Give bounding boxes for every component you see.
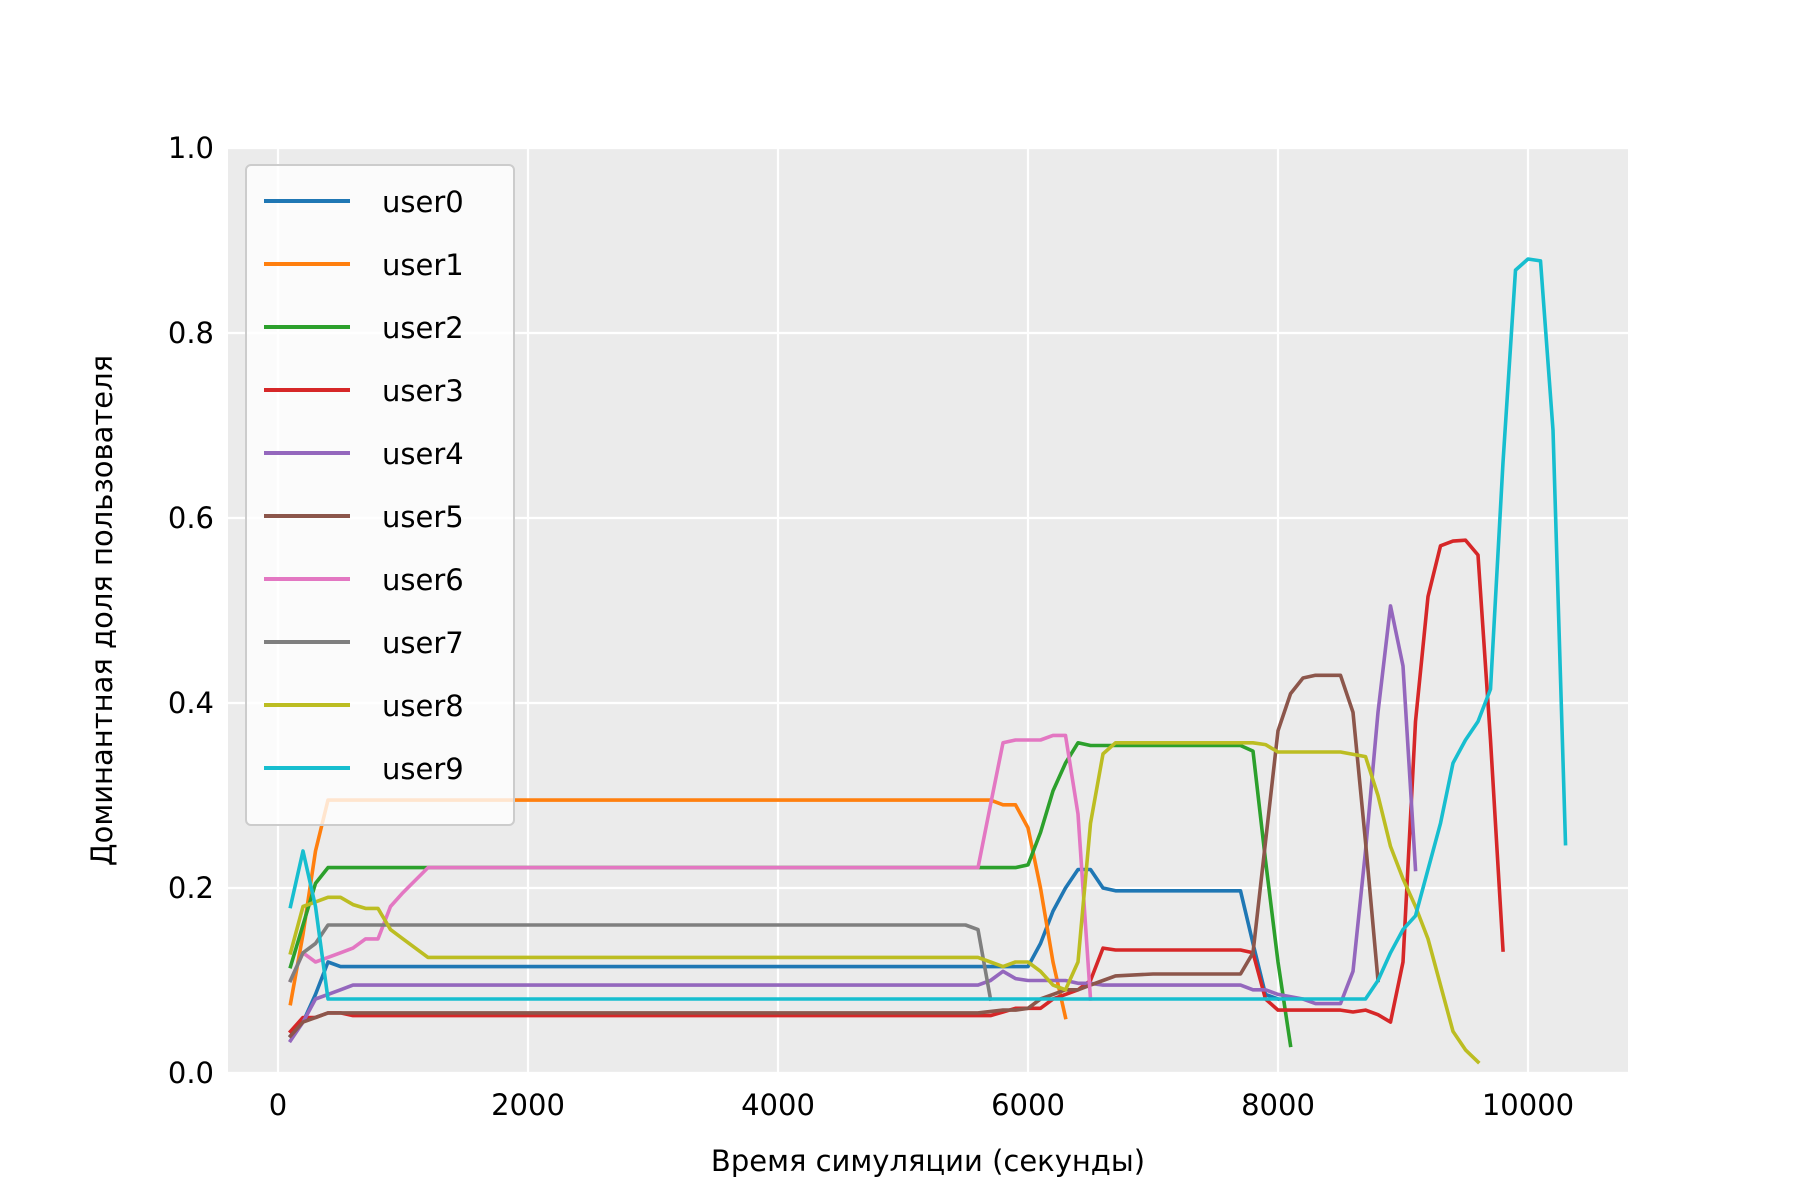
series-line-user3 (287, 538, 1505, 1034)
series-line-user0 (287, 867, 1281, 1039)
legend-label-user3: user3 (382, 374, 464, 408)
y-axis-title: Доминантная доля пользователя (85, 355, 119, 866)
series-line-user5 (287, 673, 1380, 1039)
x-tick-label: 8000 (1241, 1088, 1315, 1122)
series-line-user7 (288, 923, 993, 1002)
series-layer (287, 257, 1568, 1065)
series-line-user2 (288, 740, 1293, 1048)
x-tick-label: 6000 (991, 1088, 1065, 1122)
y-tick-label: 0.6 (168, 501, 214, 535)
x-tick-label: 4000 (741, 1088, 815, 1122)
x-tick-label: 2000 (491, 1088, 565, 1122)
legend-label-user2: user2 (382, 311, 464, 345)
y-axis: 0.0 0.2 0.4 0.6 0.8 1.0 (168, 131, 214, 1090)
x-axis: 0 2000 4000 6000 8000 10000 (269, 1088, 1574, 1122)
legend-label-user8: user8 (382, 689, 464, 723)
legend-label-user6: user6 (382, 563, 464, 597)
x-tick-label: 10000 (1482, 1088, 1574, 1122)
y-tick-label: 1.0 (168, 131, 214, 165)
series-line-user9 (288, 257, 1568, 1001)
y-tick-label: 0.0 (168, 1056, 214, 1090)
y-tick-label: 0.2 (168, 871, 214, 905)
y-tick-label: 0.8 (168, 316, 214, 350)
legend-label-user0: user0 (382, 185, 464, 219)
series-line-user8 (288, 740, 1481, 1065)
x-tick-label: 0 (269, 1088, 287, 1122)
legend-label-user4: user4 (382, 437, 464, 471)
series-line-user6 (288, 733, 1093, 1001)
legend-label-user7: user7 (382, 626, 464, 660)
y-tick-label: 0.4 (168, 686, 214, 720)
legend-label-user9: user9 (382, 752, 464, 786)
legend-label-user1: user1 (382, 248, 464, 282)
legend-box (245, 164, 515, 826)
series-line-user4 (288, 604, 1418, 1044)
legend: user0 user1 user2 user3 user4 user5 user6 user7… (245, 164, 515, 826)
legend-label-user5: user5 (382, 500, 464, 534)
x-axis-title: Время симуляции (секунды) (711, 1144, 1145, 1178)
